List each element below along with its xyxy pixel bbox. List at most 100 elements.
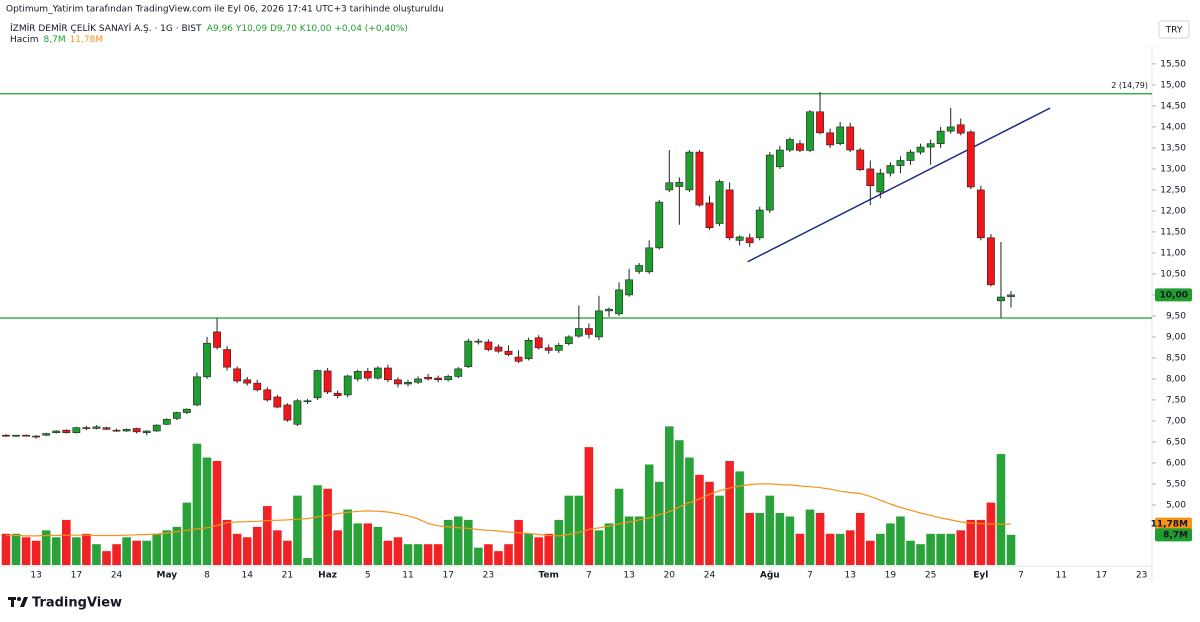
candle-body — [564, 336, 573, 344]
volume-bar — [675, 440, 684, 565]
volume-bar — [835, 533, 845, 565]
candle-body — [806, 111, 814, 151]
volume-bar — [665, 426, 674, 565]
volume-bar — [1006, 534, 1016, 565]
candle-body — [866, 168, 875, 187]
candle-body — [494, 346, 503, 352]
candle-body — [434, 377, 443, 381]
x-tick-label: 5 — [365, 571, 371, 581]
candle-body — [313, 370, 322, 399]
y-tick-label: 5,50 — [1166, 479, 1186, 489]
volume-bar — [494, 551, 503, 565]
volume-bar — [855, 513, 865, 565]
volume-bar — [654, 481, 664, 565]
volume-bar — [614, 488, 624, 565]
candle-body — [956, 124, 965, 134]
candle-body — [816, 111, 824, 134]
volume-line: Hacim 8,7M 11,78M — [10, 35, 103, 45]
symbol-line: İZMİR DEMİR ÇELİK SANAYİ A.Ş. · 1G · BIS… — [10, 23, 408, 34]
candle-body — [193, 376, 201, 406]
x-tick-label: 8 — [204, 571, 210, 581]
volume-bar — [735, 471, 744, 565]
candle-body — [514, 356, 523, 362]
candle-body — [72, 427, 81, 433]
candle-body — [725, 189, 734, 239]
volume-bar — [433, 544, 443, 565]
candle-body — [424, 376, 432, 380]
volume-bar — [363, 523, 373, 565]
volume-bar — [825, 533, 835, 565]
volume-bar — [122, 537, 131, 565]
x-tick-label: 11 — [402, 571, 413, 581]
volume-bar — [524, 533, 533, 565]
volume-bar — [303, 558, 312, 565]
volume-bar — [333, 530, 342, 565]
x-tick-label: 13 — [30, 571, 41, 581]
volume-bar — [413, 544, 423, 565]
candle-body — [675, 182, 684, 187]
axis-badge-label: 10,00 — [1160, 290, 1188, 300]
candle-body — [22, 434, 30, 437]
volume-bar — [564, 495, 574, 565]
volume-bar — [252, 526, 262, 565]
axis-badge — [1155, 528, 1192, 542]
candle-body — [172, 412, 181, 419]
candle-body — [846, 126, 855, 151]
volume-bar — [343, 509, 352, 565]
candle-body — [645, 247, 654, 273]
candle-body — [735, 236, 744, 241]
volume-bar — [715, 495, 724, 565]
x-tick-label: 24 — [111, 571, 123, 581]
candle-body — [986, 237, 995, 286]
candle-body — [595, 310, 603, 338]
candle-body — [906, 151, 915, 161]
x-tick-label: 24 — [704, 571, 716, 581]
candle-body — [685, 151, 694, 191]
volume-bar — [685, 457, 694, 565]
y-tick-label: 11,00 — [1160, 248, 1186, 258]
candle-body — [102, 427, 111, 430]
volume-bar — [21, 537, 31, 565]
volume-bar — [353, 523, 363, 565]
volume-bar — [41, 530, 51, 565]
currency[interactable]: TRY — [1165, 26, 1183, 36]
credit: Optimum_Yatirim tarafından TradingView.c… — [6, 5, 444, 15]
y-tick-label: 13,50 — [1160, 143, 1186, 153]
candle-body — [484, 341, 493, 350]
candle-body — [323, 370, 332, 393]
x-tick-label: Tem — [538, 571, 558, 581]
candle-body — [474, 340, 483, 343]
candle-body — [765, 154, 774, 211]
candle-body — [303, 400, 312, 403]
y-tick-label: 8,50 — [1166, 353, 1186, 363]
candle-body — [263, 389, 272, 401]
candle-body — [283, 404, 292, 421]
candle-body — [52, 430, 61, 433]
candle-body — [213, 331, 221, 348]
volume-bar — [132, 540, 141, 565]
volume-bar — [162, 530, 172, 565]
y-tick-label: 7,00 — [1166, 416, 1186, 426]
volume-bar — [765, 495, 775, 565]
candle-body — [162, 418, 171, 425]
candle-body — [464, 340, 473, 368]
x-tick-label: 20 — [664, 571, 676, 581]
quote: A9,96 Y10,09 D9,70 K10,00 +0,04 (+0,40%) — [207, 24, 408, 34]
volume-value: 8,7M — [44, 35, 66, 45]
volume-bar — [92, 544, 101, 565]
volume-ma-line — [6, 483, 1012, 537]
volume-bar — [323, 488, 332, 565]
x-tick-label: Haz — [318, 571, 337, 581]
candle-body — [82, 427, 91, 429]
candle-body — [112, 429, 121, 432]
x-tick-label: May — [156, 571, 177, 581]
candle-body — [836, 126, 845, 145]
volume-bar — [443, 519, 453, 565]
currency-box[interactable] — [1158, 20, 1190, 39]
y-tick-label: 12,00 — [1160, 206, 1186, 216]
volume-bar — [11, 533, 21, 565]
y-tick-label: 10,50 — [1160, 269, 1186, 279]
x-tick-label: 13 — [623, 571, 634, 581]
candle-body — [293, 400, 302, 425]
